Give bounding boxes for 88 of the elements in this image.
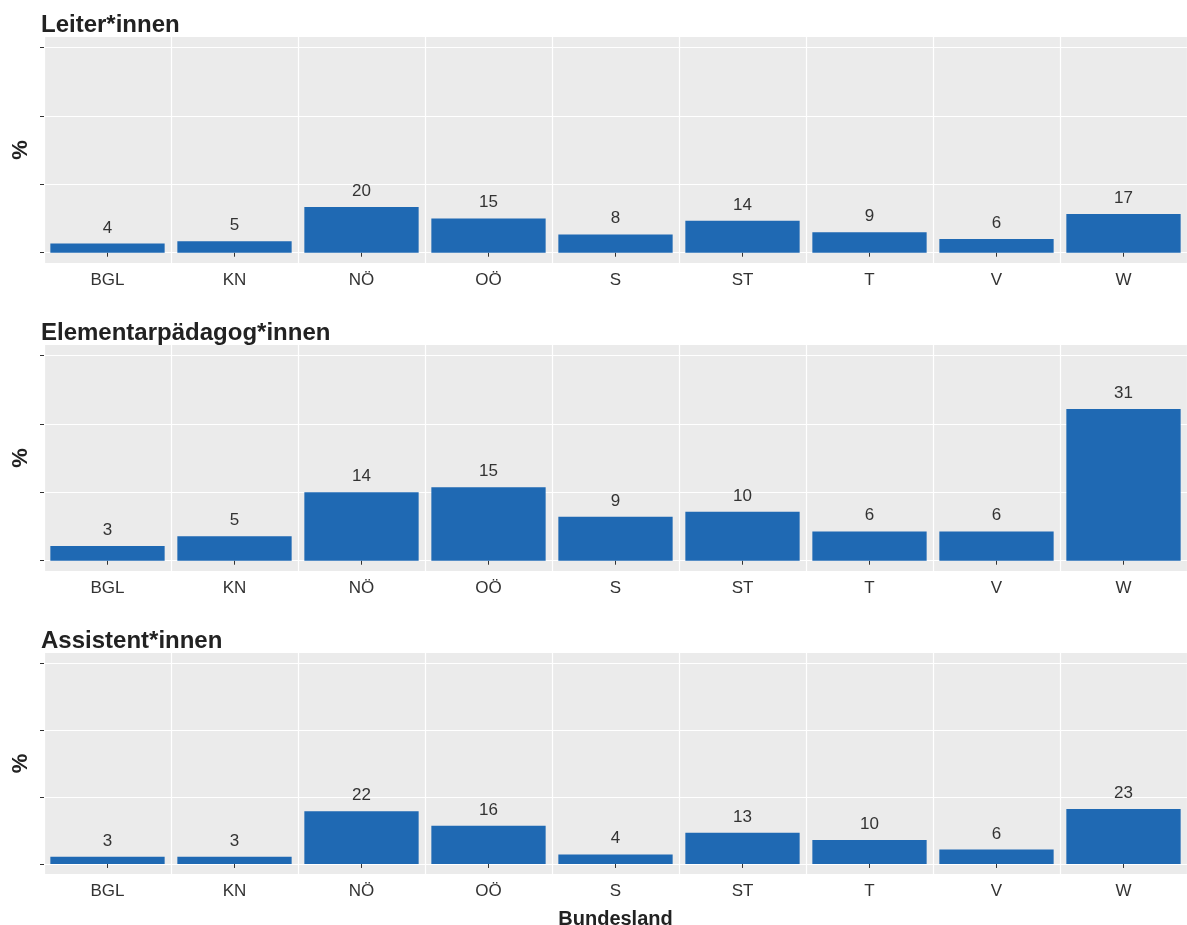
- data-label: 3: [102, 520, 113, 540]
- x-tick-label: T: [864, 578, 875, 597]
- x-tick-label: KN: [222, 881, 247, 900]
- x-tick-label: S: [609, 881, 622, 900]
- x-tick-label: NÖ: [348, 270, 375, 289]
- data-label: 8: [610, 208, 621, 228]
- x-tick-label: OÖ: [475, 578, 502, 597]
- data-label: 6: [864, 505, 875, 525]
- x-tick-label: T: [864, 881, 875, 900]
- data-label: 22: [352, 785, 371, 805]
- data-label: 23: [1114, 782, 1133, 802]
- bar: [431, 825, 546, 864]
- bar: [431, 218, 546, 253]
- data-label: 10: [733, 485, 752, 505]
- bar: [304, 811, 419, 864]
- data-label: 31: [1114, 383, 1133, 403]
- data-label: 9: [864, 206, 875, 226]
- bar: [685, 832, 800, 864]
- bar: [812, 840, 927, 864]
- bar: [939, 531, 1054, 561]
- y-axis-title: %: [6, 140, 32, 160]
- bar: [177, 241, 292, 253]
- data-label: 14: [733, 194, 752, 214]
- x-tick-label: ST: [731, 881, 754, 900]
- bar: [812, 232, 927, 253]
- x-tick-label: KN: [222, 270, 247, 289]
- bar: [558, 234, 673, 253]
- bar: [431, 487, 546, 561]
- x-tick-label: ST: [731, 270, 754, 289]
- x-tick-label: W: [1115, 881, 1132, 900]
- chart-title: Elementarpädagog*innen: [41, 317, 331, 345]
- data-label: 6: [991, 505, 1002, 525]
- x-tick-label: V: [990, 270, 1003, 289]
- x-tick-label: NÖ: [348, 578, 375, 597]
- x-tick-label: V: [990, 578, 1003, 597]
- bar: [177, 856, 292, 864]
- x-tick-label: W: [1115, 270, 1132, 289]
- chart-title: Leiter*innen: [41, 9, 180, 37]
- y-axis-title: %: [6, 448, 32, 468]
- x-tick-label: OÖ: [475, 881, 502, 900]
- data-label: 5: [229, 215, 240, 235]
- x-tick-label: BGL: [90, 881, 125, 900]
- bar: [1066, 409, 1181, 561]
- bar: [812, 531, 927, 561]
- data-label: 15: [479, 461, 498, 481]
- data-label: 16: [479, 799, 498, 819]
- x-tick-label: W: [1115, 578, 1132, 597]
- bar: [685, 511, 800, 561]
- data-label: 5: [229, 510, 240, 530]
- x-tick-label: T: [864, 270, 875, 289]
- x-tick-label: KN: [222, 578, 247, 597]
- bar: [939, 849, 1054, 864]
- bar: [558, 854, 673, 864]
- x-tick-label: BGL: [90, 270, 125, 289]
- data-label: 15: [479, 192, 498, 212]
- bar: [1066, 808, 1181, 864]
- bar: [304, 492, 419, 561]
- y-axis-title: %: [6, 753, 32, 774]
- bar: [939, 239, 1054, 253]
- bar: [1066, 213, 1181, 253]
- data-label: 6: [991, 823, 1002, 843]
- x-tick-label: BGL: [90, 578, 125, 597]
- bar: [558, 516, 673, 561]
- x-tick-label: S: [609, 578, 622, 597]
- data-label: 4: [102, 217, 113, 237]
- bar: [50, 243, 165, 253]
- x-tick-label: S: [609, 270, 622, 289]
- x-tick-label: V: [990, 881, 1003, 900]
- data-label: 10: [860, 814, 879, 834]
- x-axis-title: Bundesland: [558, 907, 673, 925]
- bar: [177, 536, 292, 561]
- data-label: 17: [1114, 187, 1133, 207]
- chart-title: Assistent*innen: [41, 625, 223, 653]
- bar: [685, 220, 800, 253]
- data-label: 20: [352, 181, 371, 201]
- data-label: 3: [102, 830, 113, 850]
- data-label: 3: [229, 830, 240, 850]
- x-tick-label: OÖ: [475, 270, 502, 289]
- data-label: 9: [610, 490, 621, 510]
- bar: [50, 546, 165, 561]
- data-label: 6: [991, 213, 1002, 233]
- bar: [304, 207, 419, 253]
- data-label: 4: [610, 828, 621, 848]
- bar: [50, 856, 165, 864]
- data-label: 13: [733, 806, 752, 826]
- x-tick-label: ST: [731, 578, 754, 597]
- x-tick-label: NÖ: [348, 881, 375, 900]
- data-label: 14: [352, 466, 371, 486]
